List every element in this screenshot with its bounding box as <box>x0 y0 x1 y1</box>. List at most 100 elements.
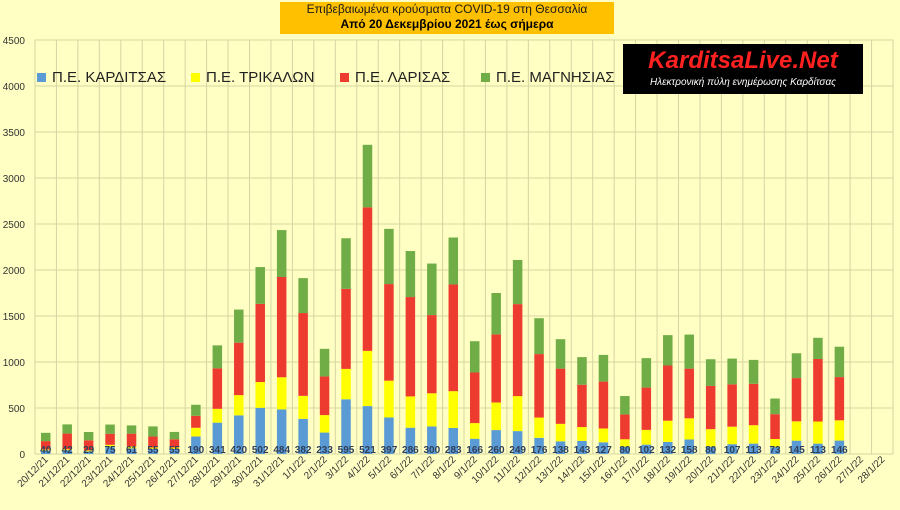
data-label-karditsa: 73 <box>769 445 781 456</box>
data-label-karditsa: 127 <box>595 445 612 456</box>
bar-segment-karditsa <box>62 450 72 454</box>
karditsalive-logo: KarditsaLive.Net Ηλεκτρονική πύλη ενημέρ… <box>623 44 863 94</box>
bar-segment-trikala <box>813 421 823 444</box>
bar-segment-karditsa <box>727 444 737 454</box>
bar-segment-magnisia <box>105 424 115 434</box>
y-tick-label: 2000 <box>3 266 26 277</box>
legend-label: Π.Ε. ΚΑΡΔΙΤΣΑΣ <box>52 69 166 86</box>
data-label-karditsa: 502 <box>252 445 269 456</box>
bar-segment-trikala <box>555 423 566 442</box>
x-tick-label: 2/1/22 <box>302 454 330 482</box>
bar-segment-trikala <box>212 408 223 423</box>
bar-segment-magnisia <box>40 432 51 442</box>
bar-segment-larisa <box>319 376 330 416</box>
bar-segment-karditsa <box>40 450 51 454</box>
data-label-karditsa: 29 <box>83 445 95 456</box>
bar-segment-karditsa <box>770 447 780 454</box>
bar-segment-karditsa <box>598 442 609 454</box>
bar-segment-magnisia <box>148 426 158 437</box>
bar-segment-karditsa <box>813 443 823 454</box>
bar-segment-trikala <box>62 449 72 451</box>
data-label-karditsa: 132 <box>659 445 676 456</box>
x-tick-label: 5/1/22 <box>367 454 395 482</box>
bar-segment-larisa <box>727 384 737 427</box>
bar-segment-magnisia <box>663 335 673 366</box>
bar-segment-magnisia <box>212 345 223 369</box>
bar-segment-magnisia <box>705 359 716 386</box>
logo-title: KarditsaLive.Net <box>648 47 838 74</box>
bar-segment-trikala <box>705 429 716 447</box>
data-label-karditsa: 249 <box>509 445 526 456</box>
bar-segment-karditsa <box>255 407 265 454</box>
bar-segment-trikala <box>834 420 845 441</box>
x-tick-label: 3/1/22 <box>324 454 352 482</box>
bar-segment-magnisia <box>577 357 587 385</box>
bar-segment-trikala <box>684 418 694 440</box>
bar-segment-trikala <box>512 396 523 432</box>
bar-segment-karditsa <box>748 443 759 454</box>
bar-segment-larisa <box>212 368 223 409</box>
bar-segment-larisa <box>40 441 51 450</box>
bar-segment-karditsa <box>384 417 394 454</box>
bar-segment-karditsa <box>234 415 244 454</box>
bar-segment-trikala <box>341 368 351 400</box>
bar-segment-karditsa <box>791 440 802 454</box>
bar-segment-larisa <box>169 439 180 448</box>
bar-segment-karditsa <box>834 440 845 454</box>
bar-segment-karditsa <box>620 446 630 454</box>
bar-segment-larisa <box>234 342 244 396</box>
bar-segment-trikala <box>770 439 780 448</box>
bar-segment-trikala <box>663 420 673 442</box>
bar-segment-larisa <box>384 284 394 381</box>
bar-segment-magnisia <box>491 293 501 335</box>
bar-segment-larisa <box>362 207 373 351</box>
bar-segment-magnisia <box>448 237 459 285</box>
y-tick-label: 4000 <box>3 82 26 93</box>
data-label-karditsa: 113 <box>746 445 763 456</box>
bar-segment-karditsa <box>641 444 652 454</box>
data-label-karditsa: 55 <box>147 445 159 456</box>
chart-subtitle: Από 20 Δεκεμβρίου 2021 έως σήμερα <box>340 17 554 31</box>
data-label-karditsa: 300 <box>423 445 440 456</box>
bar-segment-larisa <box>813 358 823 422</box>
bar-segment-trikala <box>727 426 737 445</box>
bar-segment-karditsa <box>491 430 501 454</box>
bar-segment-larisa <box>834 377 845 421</box>
bar-segment-larisa <box>469 372 480 424</box>
bar-segment-karditsa <box>362 406 373 454</box>
bar-segment-magnisia <box>126 425 137 434</box>
data-label-karditsa: 158 <box>681 445 698 456</box>
bar-segment-larisa <box>512 304 523 397</box>
y-tick-label: 500 <box>8 404 25 415</box>
data-label-karditsa: 138 <box>552 445 569 456</box>
bar-segment-magnisia <box>512 259 523 305</box>
bar-segment-larisa <box>255 303 265 383</box>
bar-segment-trikala <box>791 421 802 441</box>
bar-segment-karditsa <box>191 436 201 454</box>
bar-segment-larisa <box>62 433 72 450</box>
bar-segment-larisa <box>577 384 587 428</box>
bar-segment-trikala <box>126 446 137 449</box>
legend-label: Π.Ε. ΛΑΡΙΣΑΣ <box>355 69 450 86</box>
data-label-karditsa: 166 <box>466 445 483 456</box>
bar-segment-larisa <box>641 387 652 430</box>
data-label-karditsa: 42 <box>62 445 74 456</box>
data-label-karditsa: 40 <box>40 445 52 456</box>
bar-segment-trikala <box>83 450 94 452</box>
bar-segment-larisa <box>191 415 201 428</box>
bar-segment-larisa <box>105 433 115 445</box>
x-tick-label: 1/1/22 <box>281 454 309 482</box>
data-label-karditsa: 397 <box>381 445 398 456</box>
bar-segment-karditsa <box>448 427 459 454</box>
bar-segment-karditsa <box>684 439 694 454</box>
bar-segment-trikala <box>427 393 437 427</box>
legend-swatch <box>481 73 490 82</box>
bar-segment-magnisia <box>191 404 201 416</box>
bar-segment-magnisia <box>405 251 416 298</box>
bar-segment-karditsa <box>512 431 523 454</box>
bar-segment-larisa <box>684 368 694 419</box>
bar-segment-larisa <box>276 276 287 378</box>
bar-segment-karditsa <box>555 441 566 454</box>
data-label-karditsa: 107 <box>724 445 741 456</box>
